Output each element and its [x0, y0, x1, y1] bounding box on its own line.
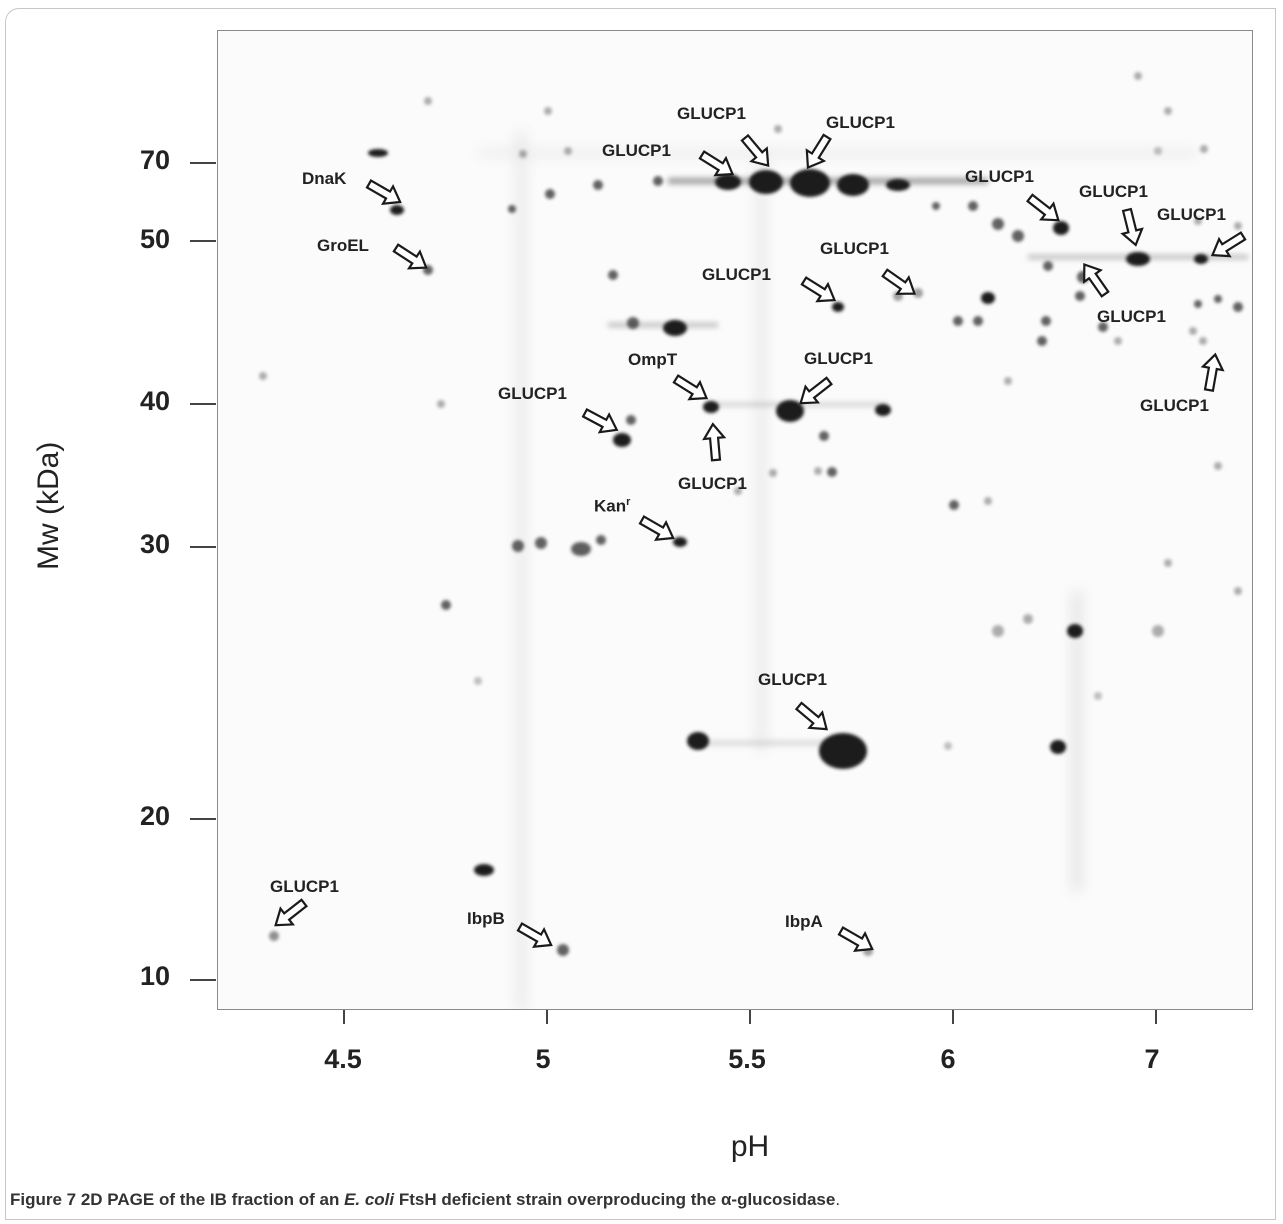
x-tick-5.5 — [749, 1010, 751, 1024]
label-glucp1-mid-e: GLUCP1 — [678, 474, 747, 493]
label-dnak: DnaK — [302, 169, 347, 188]
x-tick-label-6: 6 — [940, 1044, 956, 1074]
label-glucp1-mid-d: GLUCP1 — [498, 384, 567, 403]
y-tick-label-10: 10 — [139, 961, 170, 991]
y-tick-10 — [190, 979, 216, 981]
y-tick-30 — [190, 546, 216, 548]
label-glucp1-mid-c: GLUCP1 — [804, 349, 873, 368]
x-tick-label-7: 7 — [1144, 1044, 1160, 1074]
y-tick-40 — [190, 403, 216, 405]
label-glucp1-mid-b: GLUCP1 — [702, 265, 771, 284]
label-glucp1-right-a: GLUCP1 — [965, 167, 1034, 186]
label-glucp1-mid-a: GLUCP1 — [820, 239, 889, 258]
label-kan-text: Kan — [594, 496, 627, 516]
y-tick-label-40: 40 — [139, 386, 170, 416]
label-groel: GroEL — [317, 236, 369, 255]
label-glucp1-low: GLUCP1 — [758, 670, 827, 689]
y-tick-label-20: 20 — [139, 801, 170, 831]
x-tick-4.5 — [343, 1010, 345, 1024]
x-tick-label-5.5: 5.5 — [728, 1044, 766, 1074]
label-glucp1-right-b: GLUCP1 — [1079, 182, 1148, 201]
gel-spots — [259, 72, 1248, 1009]
y-tick-label-50: 50 — [139, 224, 170, 254]
caption-post: FtsH deficient strain overproducing the … — [394, 1190, 836, 1209]
label-glucp1-right-e: GLUCP1 — [1140, 396, 1209, 415]
label-ibpa: IbpA — [785, 912, 823, 931]
y-tick-20 — [190, 818, 216, 820]
x-tick-7 — [1155, 1010, 1157, 1024]
gel-image — [217, 30, 1253, 1010]
label-glucp1-bottom: GLUCP1 — [270, 877, 339, 896]
caption-pre: 2D PAGE of the IB fraction of an — [76, 1190, 345, 1209]
caption-lead: Figure 7 — [10, 1190, 77, 1209]
y-tick-50 — [190, 240, 216, 242]
caption-species: E. coli — [344, 1190, 395, 1209]
label-glucp1-top-a: GLUCP1 — [677, 104, 746, 123]
label-glucp1-right-d: GLUCP1 — [1097, 307, 1166, 326]
label-ibpb: IbpB — [467, 909, 505, 928]
label-ompt: OmpT — [628, 350, 678, 369]
y-tick-label-30: 30 — [139, 529, 170, 559]
y-axis-title: Mw (kDa) — [32, 441, 65, 570]
y-tick-70 — [190, 162, 216, 164]
label-kan: Kanr — [594, 496, 630, 517]
label-glucp1-top-b: GLUCP1 — [826, 113, 895, 132]
y-tick-label-70: 70 — [139, 145, 170, 175]
caption-end: . — [835, 1190, 841, 1209]
label-glucp1-top-c: GLUCP1 — [602, 141, 671, 160]
x-tick-5 — [546, 1010, 548, 1024]
label-glucp1-right-c: GLUCP1 — [1157, 205, 1226, 224]
x-tick-label-5: 5 — [535, 1044, 551, 1074]
figure-caption: Figure 7 2D PAGE of the IB fraction of a… — [10, 1190, 840, 1210]
label-kan-sup: r — [626, 496, 631, 508]
x-tick-6 — [952, 1010, 954, 1024]
x-tick-label-4.5: 4.5 — [324, 1044, 362, 1074]
x-axis-title: pH — [730, 1130, 770, 1163]
